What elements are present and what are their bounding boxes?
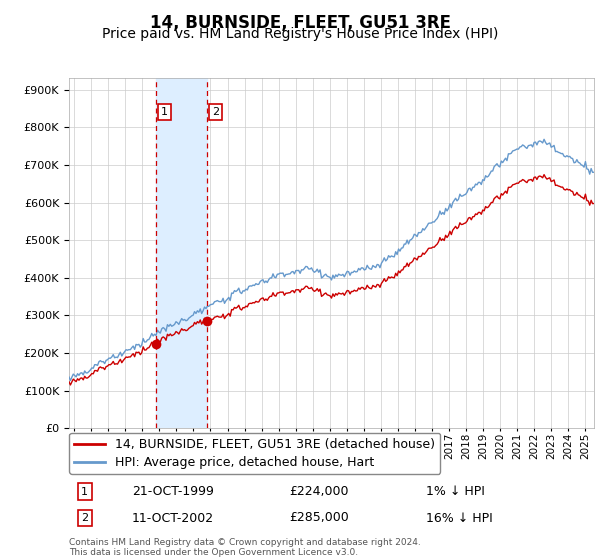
Text: 14, BURNSIDE, FLEET, GU51 3RE: 14, BURNSIDE, FLEET, GU51 3RE bbox=[149, 14, 451, 32]
Text: 21-OCT-1999: 21-OCT-1999 bbox=[132, 485, 214, 498]
Text: £224,000: £224,000 bbox=[290, 485, 349, 498]
Text: Price paid vs. HM Land Registry's House Price Index (HPI): Price paid vs. HM Land Registry's House … bbox=[102, 27, 498, 41]
Text: Contains HM Land Registry data © Crown copyright and database right 2024.
This d: Contains HM Land Registry data © Crown c… bbox=[69, 538, 421, 557]
Bar bbox=[156, 78, 207, 428]
Text: 2: 2 bbox=[81, 513, 88, 523]
Text: 11-OCT-2002: 11-OCT-2002 bbox=[132, 511, 214, 525]
Text: £285,000: £285,000 bbox=[290, 511, 349, 525]
Text: 16% ↓ HPI: 16% ↓ HPI bbox=[426, 511, 493, 525]
Text: 1: 1 bbox=[161, 108, 168, 117]
Legend: 14, BURNSIDE, FLEET, GU51 3RE (detached house), HPI: Average price, detached hou: 14, BURNSIDE, FLEET, GU51 3RE (detached … bbox=[69, 433, 440, 474]
Text: 1: 1 bbox=[81, 487, 88, 497]
Text: 1% ↓ HPI: 1% ↓ HPI bbox=[426, 485, 485, 498]
Text: 2: 2 bbox=[212, 108, 219, 117]
